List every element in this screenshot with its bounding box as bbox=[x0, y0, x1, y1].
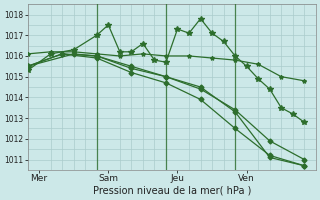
X-axis label: Pression niveau de la mer( hPa ): Pression niveau de la mer( hPa ) bbox=[92, 186, 251, 196]
